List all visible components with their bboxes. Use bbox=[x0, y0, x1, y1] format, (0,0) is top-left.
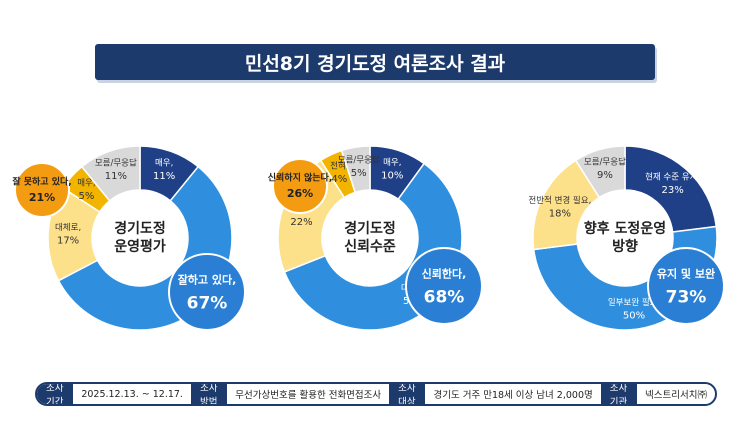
donut-slice bbox=[80, 145, 141, 202]
slice-value: 17% bbox=[57, 236, 79, 247]
slice-label: 매우, bbox=[77, 178, 95, 188]
callout-value: 68% bbox=[424, 287, 465, 307]
slice-label: 매우, bbox=[383, 158, 401, 168]
callout-label: 잘 못하고 있다, bbox=[12, 175, 71, 187]
slice-label: 매우, bbox=[155, 159, 173, 169]
slice-value: 4% bbox=[331, 174, 347, 185]
slice-value: 11% bbox=[105, 171, 127, 182]
title-banner: 민선8기 경기도정 여론조사 결과 bbox=[95, 44, 655, 80]
callout-value: 67% bbox=[187, 293, 228, 313]
center-label: 신뢰수준 bbox=[344, 239, 396, 255]
callout-label: 신뢰하지 않는다, bbox=[268, 171, 333, 183]
callout-circle bbox=[14, 162, 70, 218]
charts: 매우,11%대체로,57%대체로,17%매우,5%모름/무응답11%경기도정운영… bbox=[12, 145, 725, 331]
survey-label: 조사대상 bbox=[389, 384, 426, 404]
callout-circle bbox=[647, 247, 725, 325]
survey-value: 넥스트리서치㈜ bbox=[645, 390, 707, 401]
callout-circle bbox=[168, 253, 246, 331]
slice-value: 23% bbox=[661, 185, 683, 196]
donut-slice bbox=[574, 145, 626, 199]
callout-value: 73% bbox=[666, 287, 707, 307]
center-label: 운영평가 bbox=[114, 238, 166, 255]
slice-value: 5% bbox=[78, 191, 94, 202]
slice-value: 18% bbox=[549, 208, 571, 219]
slice-label: 모름/무응답 bbox=[584, 156, 626, 167]
callout-value: 21% bbox=[29, 191, 55, 204]
slice-label: 대체로, bbox=[55, 222, 81, 233]
center-label: 방향 bbox=[612, 238, 638, 255]
slice-value: 50% bbox=[623, 310, 645, 321]
survey-value: 무선가상번호를 활용한 전화면접조사 bbox=[235, 390, 382, 401]
survey-value: 2025.12.13. ~ 12.17. bbox=[81, 388, 183, 400]
survey-label: 조사방법 bbox=[190, 384, 228, 404]
survey-label: 조사기관 bbox=[600, 384, 638, 404]
survey-value: 경기도 거주 만18세 이상 남녀 2,000명 bbox=[433, 390, 593, 401]
slice-value: 5% bbox=[351, 168, 367, 179]
slice-label: 모름/무응답 bbox=[95, 158, 137, 169]
callout-circle bbox=[272, 158, 328, 214]
slice-label: 모름/무응답 bbox=[338, 154, 380, 165]
slice-label: 전반적 변경 필요, bbox=[528, 195, 591, 206]
donut-slice bbox=[340, 145, 371, 194]
slice-label: 일부보완 필요, bbox=[608, 297, 660, 308]
slice-label: 전혀, bbox=[330, 160, 348, 171]
callout-circle bbox=[405, 247, 483, 325]
callout-label: 신뢰한다, bbox=[422, 267, 467, 281]
callout-label: 잘하고 있다, bbox=[178, 273, 237, 287]
slice-value: 22% bbox=[290, 217, 312, 228]
callout-value: 26% bbox=[287, 187, 313, 200]
callout-label: 유지 및 보완 bbox=[657, 267, 715, 281]
slice-value: 10% bbox=[381, 171, 403, 182]
survey-label: 조사기간 bbox=[37, 384, 74, 404]
slice-label: 현재 수준 유지, bbox=[645, 172, 700, 182]
center-label: 향후 도정운영 bbox=[584, 220, 666, 237]
slice-value: 9% bbox=[597, 170, 613, 181]
center-label: 경기도정 bbox=[114, 220, 166, 237]
center-label: 경기도정 bbox=[344, 220, 396, 237]
survey-info: 조사기간 2025.12.13. ~ 12.17. 조사방법 무선가상번호를 활용한 … bbox=[35, 382, 717, 406]
slice-value: 11% bbox=[153, 171, 175, 182]
